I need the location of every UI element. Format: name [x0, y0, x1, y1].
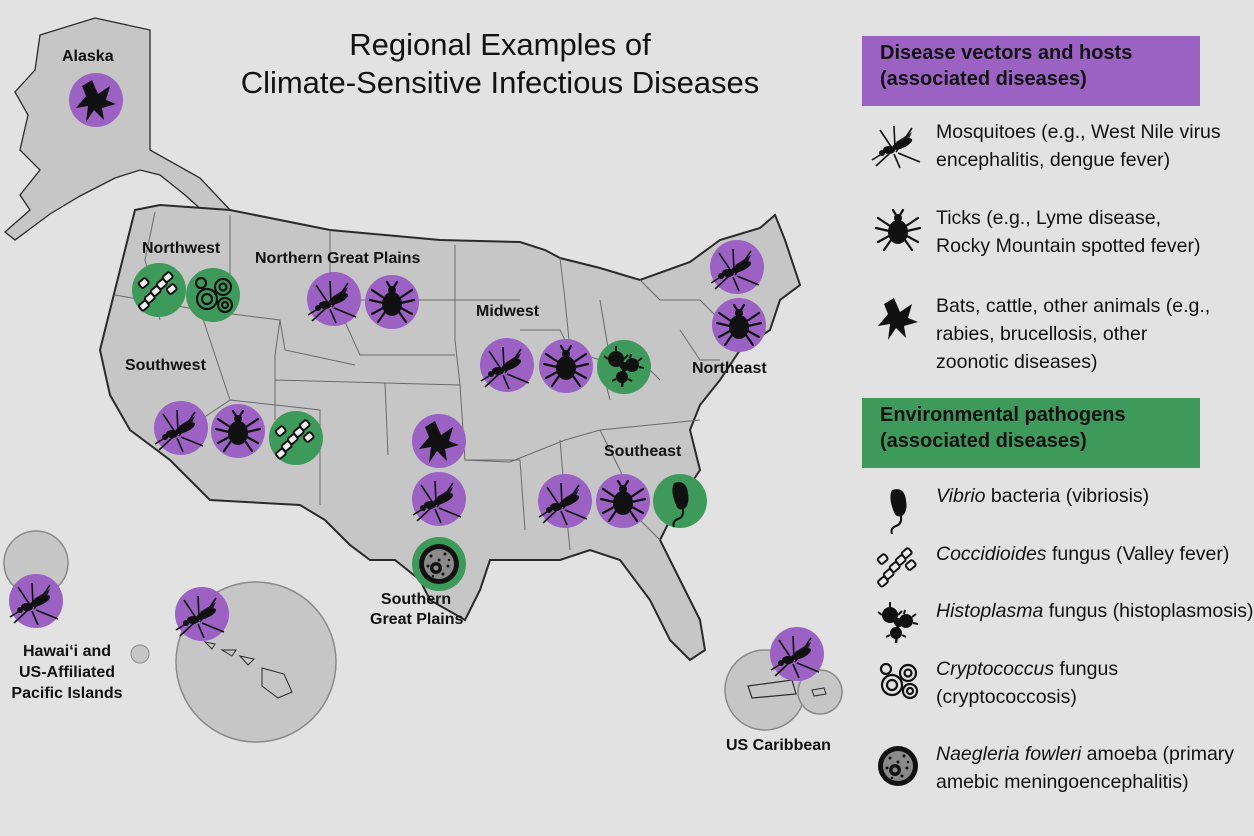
caribbean-icons — [770, 627, 824, 681]
bat-line-1: Bats, cattle, other animals (e.g., — [936, 295, 1211, 317]
map-title: Regional Examples of Climate-Sensitive I… — [150, 26, 850, 102]
cocci-desc: fungus (Valley fever) — [1046, 543, 1230, 565]
histo-desc: fungus (histoplasmosis) — [1043, 600, 1254, 622]
region-label-alaska: Alaska — [62, 48, 114, 65]
northwest-icons — [132, 263, 240, 322]
naeg-desc: amoeba (primary — [1081, 743, 1235, 765]
mosquito-line-1: Mosquitoes (e.g., West Nile virus — [936, 121, 1221, 143]
northern-great-plains-icons — [307, 272, 419, 329]
hawaii-line-2: US-Affiliated — [19, 664, 115, 681]
cryptococcus-icon — [879, 662, 919, 700]
alaska-shape — [3, 17, 234, 241]
region-label-northwest: Northwest — [142, 240, 221, 257]
mosquito-line-2: encephalitis, dengue fever) — [936, 149, 1171, 171]
alaska-icons — [69, 73, 123, 127]
vectors-header-line-1: Disease vectors and hosts — [880, 42, 1133, 64]
southwest-icons — [154, 401, 323, 465]
crypto-line-2: (cryptococcosis) — [936, 686, 1077, 708]
hawaii-line-3: Pacific Islands — [11, 685, 123, 702]
cocci-name: Coccidioides — [936, 543, 1047, 565]
legend-item-vibrio: Vibrio bacteria (vibriosis) — [862, 482, 1254, 534]
region-label-midwest: Midwest — [476, 303, 540, 320]
histoplasma-icon — [876, 600, 920, 645]
vibrio-name: Vibrio — [936, 485, 986, 507]
naeg-name: Naegleria fowleri — [936, 743, 1082, 765]
legend-header-vectors: Disease vectors and hosts (associated di… — [862, 36, 1200, 106]
northeast-icons — [710, 240, 766, 352]
hawaii-icons — [9, 574, 229, 641]
region-label-southwest: Southwest — [125, 357, 206, 374]
env-header-line-1: Environmental pathogens — [880, 404, 1126, 426]
southern-great-plains-icons — [412, 414, 466, 591]
tick-icon — [874, 208, 922, 252]
coccidioides-icon — [876, 546, 918, 589]
legend-item-bat: Bats, cattle, other animals (e.g., rabie… — [862, 292, 1254, 378]
title-line-1: Regional Examples of — [349, 27, 651, 62]
tick-line-2: Rocky Mountain spotted fever) — [936, 235, 1201, 257]
histo-name: Histoplasma — [936, 600, 1044, 622]
region-label-caribbean: US Caribbean — [726, 737, 831, 754]
region-label-southeast: Southeast — [604, 443, 682, 460]
legend-item-histoplasma: Histoplasma fungus (histoplasmosis) — [862, 597, 1254, 645]
hawaii-line-1: Hawai‘i and — [22, 643, 112, 660]
legend-header-pathogens: Environmental pathogens (associated dise… — [862, 398, 1200, 468]
vibrio-desc: bacteria (vibriosis) — [985, 485, 1150, 507]
legend-item-mosquito: Mosquitoes (e.g., West Nile virus enceph… — [862, 118, 1254, 178]
sgp-line-1: Southern — [380, 591, 452, 608]
bat-line-3: zoonotic diseases) — [936, 351, 1098, 373]
region-label-southern-great-plains: Southern Great Plains — [370, 590, 464, 630]
legend-item-cryptococcus: Cryptococcus fungus (cryptococcosis) — [862, 655, 1254, 715]
legend-item-tick: Ticks (e.g., Lyme disease, Rocky Mountai… — [862, 204, 1254, 264]
region-label-northern-great-plains: Northern Great Plains — [255, 250, 421, 267]
legend-item-coccidioides: Coccidioides fungus (Valley fever) — [862, 540, 1254, 589]
legend-item-naegleria: Naegleria fowleri amoeba (primary amebic… — [862, 740, 1254, 800]
naegleria-icon — [878, 746, 918, 786]
title-line-2: Climate-Sensitive Infectious Diseases — [240, 65, 760, 100]
sgp-line-2: Great Plains — [370, 611, 464, 628]
bat-icon — [878, 298, 918, 340]
naeg-line-2: amebic meningoencephalitis) — [936, 771, 1189, 793]
crypto-name: Cryptococcus — [936, 658, 1055, 680]
crypto-desc: fungus — [1054, 658, 1119, 680]
region-label-northeast: Northeast — [692, 360, 767, 377]
vibrio-icon — [889, 488, 908, 534]
tick-line-1: Ticks (e.g., Lyme disease, — [936, 207, 1162, 229]
bat-line-2: rabies, brucellosis, other — [936, 323, 1148, 345]
vectors-header-line-2: (associated diseases) — [880, 68, 1087, 90]
mosquito-icon — [871, 125, 921, 169]
southeast-icons — [538, 474, 707, 528]
region-label-hawaii: Hawai‘i and US-Affiliated Pacific Island… — [2, 641, 132, 704]
midwest-icons — [480, 338, 651, 394]
env-header-line-2: (associated diseases) — [880, 430, 1087, 452]
